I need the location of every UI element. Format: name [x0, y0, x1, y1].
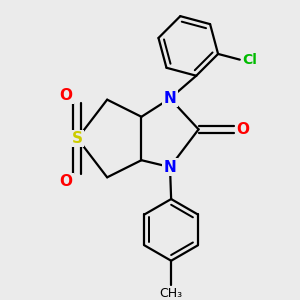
- Text: CH₃: CH₃: [160, 287, 183, 300]
- Text: N: N: [164, 160, 176, 175]
- Text: Cl: Cl: [242, 52, 257, 67]
- Text: O: O: [59, 88, 73, 103]
- Text: S: S: [72, 131, 83, 146]
- Text: O: O: [237, 122, 250, 137]
- Text: O: O: [59, 174, 73, 189]
- Text: N: N: [164, 91, 176, 106]
